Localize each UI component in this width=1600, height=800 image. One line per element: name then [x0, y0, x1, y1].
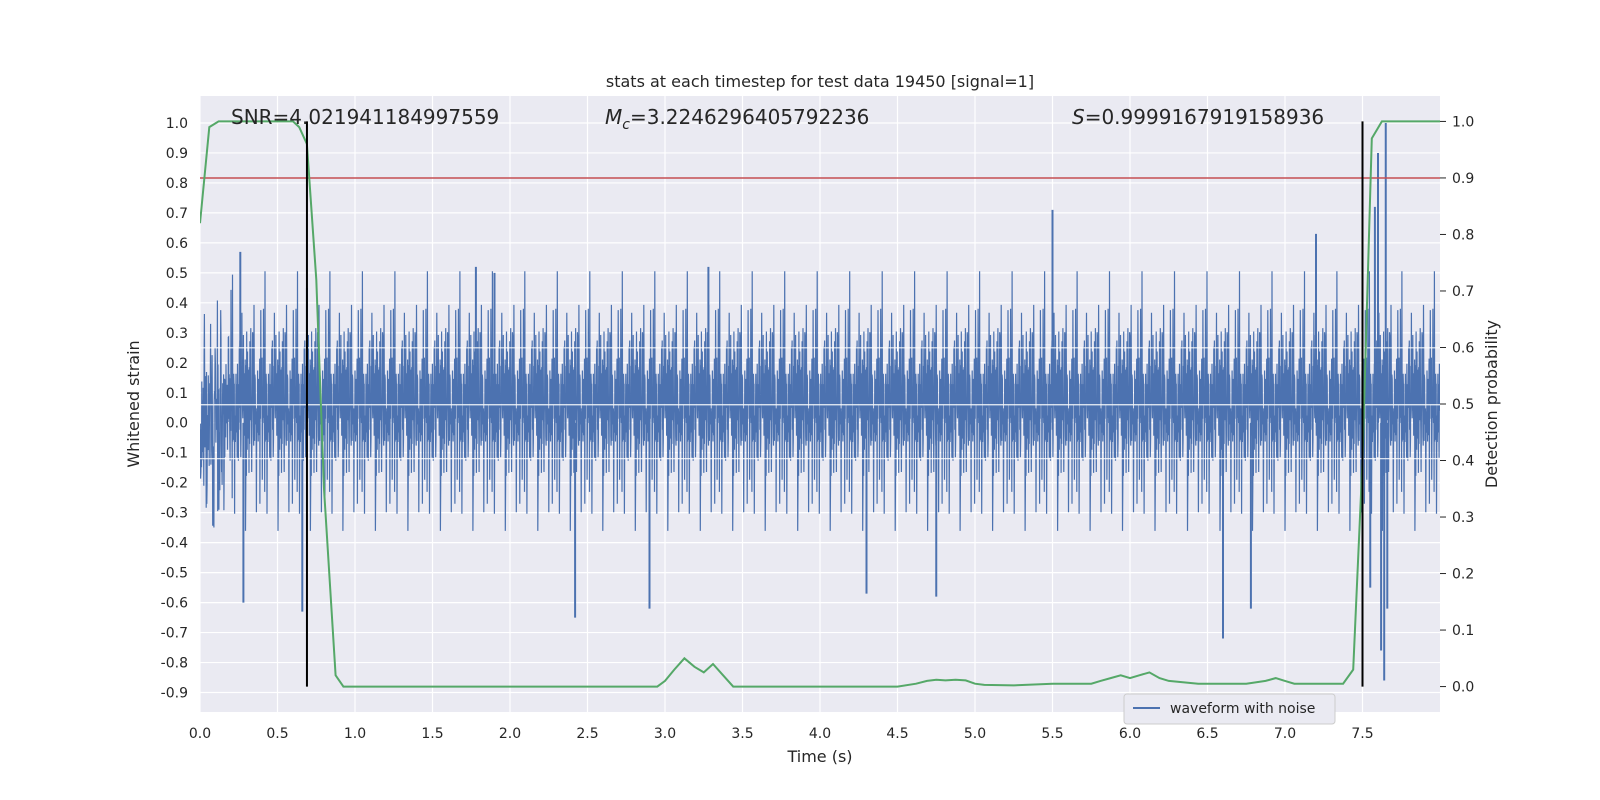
y-tick-label-left: -0.7 — [161, 626, 188, 642]
legend-box — [1123, 693, 1336, 725]
y-axis-label-left: Whitened strain — [124, 340, 143, 467]
y-tick-label-left: -0.2 — [161, 476, 188, 492]
x-tick-label: 3.0 — [654, 726, 676, 742]
chirp-mass-annotation: Mc=3.2246296405792236 — [605, 105, 869, 133]
y-tick-label-left: -0.9 — [161, 686, 188, 702]
s-value: =0.9999167919158936 — [1085, 105, 1324, 129]
chirp-mass-subscript: c — [622, 117, 630, 133]
y-tick-label-left: 1.0 — [166, 116, 188, 132]
y-tick-label-right: 0.5 — [1452, 397, 1474, 413]
y-tick-label-right: 0.2 — [1452, 567, 1474, 583]
x-tick-label: 2.5 — [576, 726, 598, 742]
y-tick-label-right: 0.0 — [1452, 680, 1474, 696]
y-tick-label-left: -0.3 — [161, 506, 188, 522]
x-tick-label: 4.5 — [886, 726, 908, 742]
x-tick-label: 5.0 — [964, 726, 986, 742]
y-tick-label-right: 0.8 — [1452, 227, 1474, 243]
y-tick-label-left: 0.9 — [166, 146, 188, 162]
legend: waveform with noise — [1123, 693, 1336, 725]
x-tick-label: 1.0 — [344, 726, 366, 742]
x-tick-label: 5.5 — [1041, 726, 1063, 742]
legend-label: waveform with noise — [1170, 701, 1315, 717]
y-tick-label-left: -0.1 — [161, 446, 188, 462]
y-tick-label-left: 0.5 — [166, 266, 188, 282]
y-tick-label-left: 0.7 — [166, 206, 188, 222]
probability-series — [200, 120, 1440, 688]
y-tick-label-left: 0.1 — [166, 386, 188, 402]
x-tick-label: 7.0 — [1274, 726, 1296, 742]
y-tick-label-right: 0.6 — [1452, 340, 1474, 356]
x-tick-label: 0.0 — [189, 726, 211, 742]
waveform-series — [200, 122, 1440, 681]
s-annotation: S=0.9999167919158936 — [1072, 105, 1324, 129]
x-tick-label: 6.0 — [1119, 726, 1141, 742]
axis-ticks: 0.0 0.5 1.0 1.5 2.0 2.5 3.0 3.5 4.0 4.5 5.0 5.5 6.0 6… — [161, 114, 1475, 742]
y-tick-label-right: 0.3 — [1452, 510, 1474, 526]
y-tick-label-right: 0.1 — [1452, 623, 1474, 639]
y-tick-label-right: 0.7 — [1452, 284, 1474, 300]
y-tick-label-left: 0.3 — [166, 326, 188, 342]
chirp-mass-symbol: M — [605, 105, 622, 129]
y-tick-label-left: -0.6 — [161, 596, 188, 612]
y-tick-label-left: -0.5 — [161, 566, 188, 582]
y-tick-label-left: 0.2 — [166, 356, 188, 372]
y-tick-label-left: 0.6 — [166, 236, 188, 252]
x-axis-label: Time (s) — [786, 747, 852, 766]
x-tick-label: 6.5 — [1196, 726, 1218, 742]
waveform-line — [200, 271, 1440, 531]
y-axis-label-right: Detection probability — [1482, 320, 1501, 488]
x-tick-label: 1.5 — [421, 726, 443, 742]
x-tick-label: 7.5 — [1351, 726, 1373, 742]
chirp-mass-value: =3.2246296405792236 — [630, 105, 869, 129]
x-tick-label: 0.5 — [266, 726, 288, 742]
chart-title: stats at each timestep for test data 194… — [606, 72, 1034, 91]
y-tick-label-right: 1.0 — [1452, 114, 1474, 130]
y-tick-label-right: 0.9 — [1452, 171, 1474, 187]
x-tick-label: 4.0 — [809, 726, 831, 742]
y-tick-label-left: -0.4 — [161, 536, 188, 552]
x-tick-label: 2.0 — [499, 726, 521, 742]
snr-annotation: SNR=4.021941184997559 — [231, 105, 499, 129]
y-tick-label-left: 0.4 — [166, 296, 188, 312]
y-tick-label-left: 0.0 — [166, 416, 188, 432]
vertical-markers — [305, 121, 1364, 687]
x-tick-label: 3.5 — [731, 726, 753, 742]
y-tick-label-right: 0.4 — [1452, 454, 1474, 470]
s-symbol: S — [1072, 105, 1085, 129]
y-tick-label-left: 0.8 — [166, 176, 188, 192]
y-tick-label-left: -0.8 — [161, 656, 188, 672]
probability-line — [200, 120, 1440, 688]
